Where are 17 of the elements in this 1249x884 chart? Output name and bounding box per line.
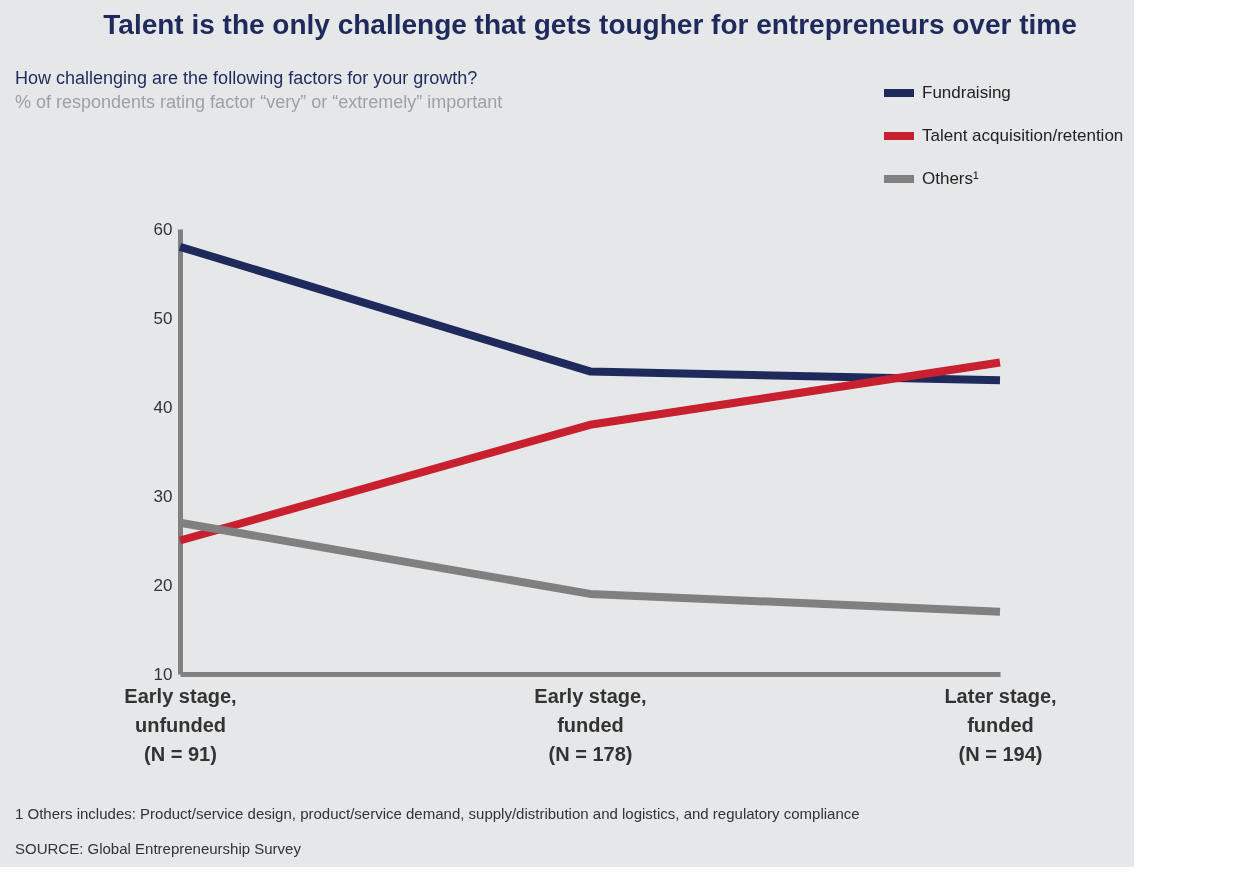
y-tick-label: 40 — [153, 397, 173, 417]
chart-subtitle: How challenging are the following factors for your growth? — [15, 68, 478, 88]
y-tick-label: 20 — [153, 575, 173, 595]
x-tick-label: Early stage, unfunded (N = 91) — [124, 684, 237, 765]
x-tick-label: Early stage, funded (N = 178) — [534, 684, 647, 765]
legend-label: Others¹ — [922, 169, 980, 188]
y-tick-label: 10 — [153, 664, 173, 684]
y-tick-label: 60 — [153, 219, 173, 239]
chart-title: Talent is the only challenge that gets tougher for entrepreneurs over time — [103, 9, 1077, 40]
text: % of respondents rating factor “very” or “extremely” important — [15, 92, 503, 112]
legend-label: Talent acquisition/retention — [922, 126, 1124, 145]
legend-label: Fundraising — [922, 83, 1011, 102]
source-note: SOURCE: Global Entrepreneurship Survey — [15, 840, 302, 857]
x-tick-label: Later stage, funded (N = 194) — [944, 684, 1057, 765]
text: 1 Others includes: Product/service design, product/service demand, supply/distribution and logistics, and regulatory compliance — [15, 805, 860, 822]
y-tick-label: 30 — [153, 486, 173, 506]
y-tick-label: 50 — [153, 308, 173, 328]
